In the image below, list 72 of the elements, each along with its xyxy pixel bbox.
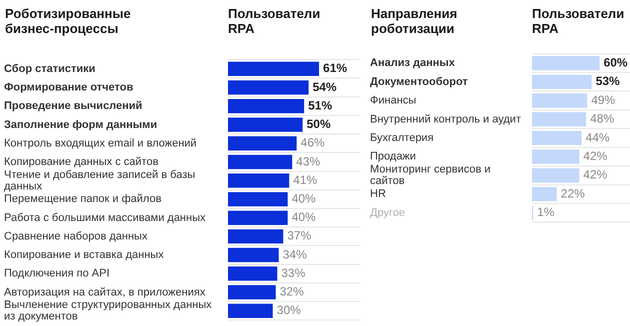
y-tick-label: Заполнение форм данными <box>4 118 158 131</box>
y-tick-label: Вычленение структурированных данных из документов <box>4 299 212 323</box>
bar <box>228 98 304 114</box>
bar <box>532 112 586 126</box>
data-label: 37% <box>287 228 312 243</box>
data-label: 44% <box>586 130 610 144</box>
bar <box>532 130 582 146</box>
data-label: 40% <box>292 210 316 224</box>
y-tick-label: Документооборот <box>370 76 468 88</box>
data-label: 33% <box>281 266 306 280</box>
data-label: 49% <box>591 92 616 107</box>
data-label: 42% <box>583 149 608 164</box>
bar <box>532 168 580 183</box>
y-tick-label: HR <box>370 188 386 200</box>
x-axis-title: Пользователи RPA <box>532 6 624 36</box>
y-tick-label: Финансы <box>370 94 416 107</box>
data-label: 32% <box>280 284 304 299</box>
y-tick-label: Перемещение папок и файлов <box>4 193 162 206</box>
bar <box>228 266 278 281</box>
bar <box>228 192 288 206</box>
data-label: 48% <box>590 112 614 126</box>
y-tick-label: Подключения по API <box>4 268 110 280</box>
text: Направления роботизации <box>371 6 458 36</box>
bar <box>532 93 588 108</box>
bar <box>228 248 279 262</box>
bar <box>228 173 290 188</box>
y-tick-label: Анализ данных <box>370 57 456 70</box>
bar <box>228 285 276 300</box>
data-label: 53% <box>596 74 620 88</box>
data-label: 34% <box>282 247 308 262</box>
bar <box>228 80 309 95</box>
y-tick-label: Контроль входящих email и вложений <box>4 137 197 150</box>
y-tick-label: Работа с большими массивами данных <box>4 212 206 224</box>
y-tick-label: Продажи <box>370 150 416 163</box>
y-tick-label: Формирование отчетов <box>4 82 134 94</box>
data-label: 22% <box>560 186 586 200</box>
data-label: 60% <box>604 55 628 70</box>
bar <box>532 186 557 202</box>
data-label: 46% <box>300 136 325 150</box>
data-label: 30% <box>276 303 302 318</box>
y-tick-label: Бухгалтерия <box>370 132 434 144</box>
y-tick-label: Внутренний контроль и аудит <box>370 113 521 126</box>
text: Роботизированные бизнес-процессы <box>5 6 132 36</box>
y-tick-label: Мониторинг сервисов и сайтов <box>370 164 491 188</box>
data-label: 42% <box>583 168 608 182</box>
x-axis-title: Пользователи RPA <box>228 6 320 36</box>
bar <box>228 154 292 170</box>
data-label: 43% <box>296 154 321 168</box>
y-tick-label: Сбор статистики <box>4 62 96 75</box>
bar <box>532 74 592 90</box>
y-tick-label: Копирование и вставка данных <box>4 249 164 262</box>
data-label: 54% <box>312 80 337 94</box>
bar <box>532 150 580 164</box>
bar <box>228 136 297 150</box>
data-label: 40% <box>292 192 316 206</box>
y-tick-label: Авторизация на сайтах, в приложениях <box>4 286 206 298</box>
y-tick-label: Чтение и добавление записей в базы данных <box>4 168 196 192</box>
data-label: 50% <box>306 117 331 132</box>
y-tick-label: Другое <box>370 206 405 219</box>
bar <box>228 229 284 244</box>
data-label: 51% <box>308 98 332 112</box>
bar <box>228 210 288 225</box>
data-label: 61% <box>323 61 348 76</box>
y-tick-label: Сравнение наборов данных <box>4 230 148 242</box>
y-tick-label: Проведение вычислений <box>4 100 142 112</box>
data-label: 1% <box>537 205 555 220</box>
bar <box>228 118 303 132</box>
bar <box>532 56 600 70</box>
data-label: 41% <box>293 172 318 187</box>
bar <box>228 304 273 318</box>
y-tick-label: Копирование данных с сайтов <box>4 156 159 168</box>
bar <box>228 62 320 76</box>
